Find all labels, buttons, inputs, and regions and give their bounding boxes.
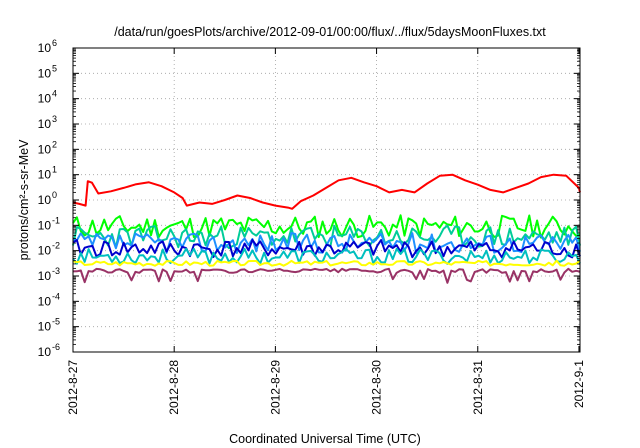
x-tick-label: 2012-8-30 (370, 360, 384, 415)
y-tick-exponent: 0 (52, 190, 57, 200)
y-tick-label: 10 (38, 294, 52, 308)
y-tick-exponent: -6 (52, 342, 60, 352)
x-tick-label: 2012-9-1 (572, 360, 586, 408)
y-tick-exponent: 2 (52, 139, 57, 149)
x-tick-labels: 2012-8-27 2012-8-28 2012-8-29 2012-8-30 2012… (66, 360, 586, 415)
y-tick-label: 10 (38, 117, 52, 131)
y-tick-label: 10 (38, 269, 52, 283)
series-line-6 (72, 247, 581, 265)
y-tick-label: 10 (38, 345, 52, 359)
y-axis-label: protons/cm²-s-sr-MeV (17, 139, 31, 261)
y-tick-exponent: 5 (52, 63, 57, 73)
y-tick-exponent: 6 (52, 38, 57, 48)
series-line-8 (72, 267, 581, 284)
x-tick-label: 2012-8-29 (268, 360, 282, 415)
y-tick-label: 10 (38, 320, 52, 334)
x-tick-label: 2012-8-31 (471, 360, 485, 415)
series-line-5 (72, 238, 581, 259)
series-line-1 (72, 173, 581, 210)
chart-title: /data/run/goesPlots/archive/2012-09-01/0… (114, 25, 546, 39)
y-tick-exponent: -2 (52, 241, 60, 251)
y-tick-exponent: -1 (52, 215, 60, 225)
y-tick-label: 10 (38, 193, 52, 207)
y-tick-exponent: 3 (52, 114, 57, 124)
x-tick-label: 2012-8-27 (66, 360, 80, 415)
y-tick-label: 10 (38, 168, 52, 182)
grid (73, 48, 580, 352)
series-line-2 (72, 214, 581, 239)
y-tick-exponent: -5 (52, 317, 60, 327)
y-tick-exponent: 1 (52, 165, 57, 175)
ticks (72, 47, 580, 353)
y-tick-label: 10 (38, 66, 52, 80)
y-tick-label: 10 (38, 244, 52, 258)
y-tick-label: 10 (38, 218, 52, 232)
y-tick-label: 10 (38, 41, 52, 55)
y-tick-exponent: 4 (52, 89, 57, 99)
x-tick-label: 2012-8-28 (167, 360, 181, 415)
x-axis-label: Coordinated Universal Time (UTC) (229, 432, 421, 446)
y-tick-label: 10 (38, 142, 52, 156)
y-tick-exponent: -3 (52, 266, 60, 276)
series-line-7 (72, 259, 581, 267)
series-layer (72, 173, 581, 284)
y-tick-label: 10 (38, 92, 52, 106)
y-tick-exponent: -4 (52, 291, 60, 301)
y-tick-labels: 10 -610 -510 -410 -310 -210 -110 010 110 210 310 41… (38, 38, 60, 359)
